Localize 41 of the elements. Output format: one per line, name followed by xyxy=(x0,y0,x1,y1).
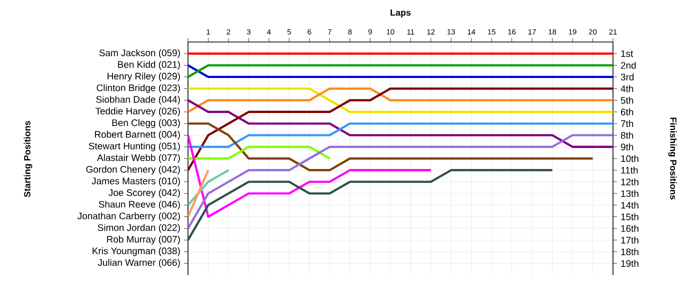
y2-tick-label: 16th xyxy=(621,224,638,232)
text: Starting Positions xyxy=(24,121,32,198)
y2-tick-label: 12th xyxy=(621,178,638,186)
text: Kris Youngman (038) xyxy=(92,247,180,256)
y2-tick-label: 10th xyxy=(621,155,638,162)
y2-tick-label: 11th xyxy=(621,166,638,174)
text: Jonathan Carberry (002) xyxy=(78,212,180,222)
y2-tick-label: 13th xyxy=(621,190,638,197)
y2-tick-label: 15th xyxy=(621,213,638,220)
y2-tick-label: 18th xyxy=(621,248,638,256)
y2-tick-label: 7th xyxy=(621,120,634,128)
y2-tick-label: 4th xyxy=(620,85,634,92)
y2-tick-label: 2nd xyxy=(620,62,636,69)
text: Julian Warner (066) xyxy=(98,258,180,268)
text: Henry Riley (029) xyxy=(108,72,180,82)
text: Simon Jordan (022) xyxy=(98,224,180,233)
text: Rob Murray (007) xyxy=(107,236,180,244)
text: Gordon Chenery (042) xyxy=(86,166,180,175)
y2-tick-label: 5th xyxy=(620,96,634,104)
text: Robert Barnett (004) xyxy=(94,130,180,140)
y2-tick-label: 6th xyxy=(621,108,634,116)
text: Joe Scorey (042) xyxy=(108,189,180,198)
text: Ben Kidd (021) xyxy=(118,60,180,70)
y2-tick-label: 19th xyxy=(621,260,638,267)
x-axis-title: Laps xyxy=(390,9,411,18)
text: Alastair Webb (077) xyxy=(97,154,180,163)
y2-tick-label: 8th xyxy=(620,132,634,139)
text: Stewart Hunting (051) xyxy=(88,142,180,152)
text: Sam Jackson (059) xyxy=(99,49,180,58)
y2-tick-label: 1st xyxy=(621,50,634,57)
y2-tick-label: 14th xyxy=(621,202,638,209)
text: Teddie Harvey (026) xyxy=(95,107,180,116)
text: Siobhan Dade (044) xyxy=(96,96,180,105)
y2-tick-label: 3rd xyxy=(620,73,634,80)
y2-axis-title: Finishing Positions xyxy=(668,118,677,200)
y2-tick-label: 17th xyxy=(621,236,638,244)
text: James Masters (010) xyxy=(92,177,180,186)
text: Ben Clegg (003) xyxy=(112,119,180,128)
y2-tick-label: 9th xyxy=(620,143,634,150)
text: Clinton Bridge (023) xyxy=(96,84,180,94)
text: Shaun Reeve (046) xyxy=(98,200,180,210)
